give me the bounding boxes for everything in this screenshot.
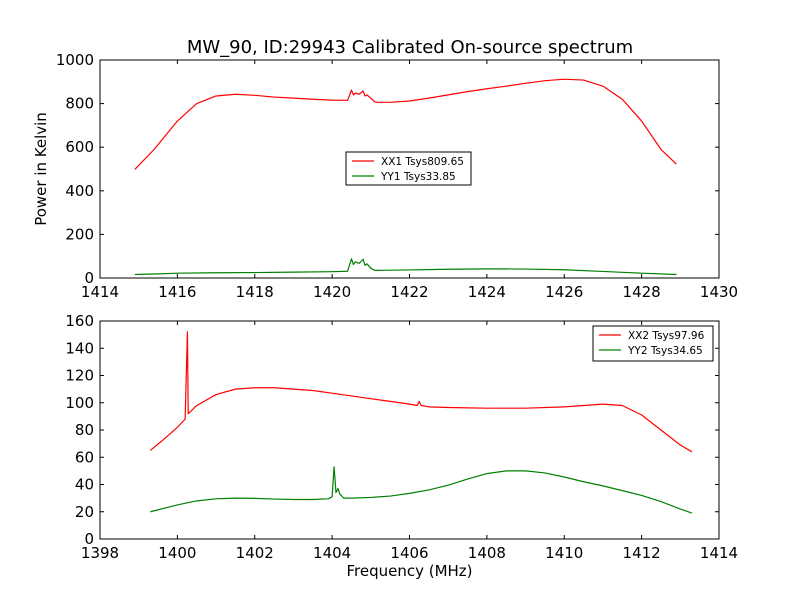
x-tick-label: 1398 — [81, 544, 119, 562]
x-tick-label: 1420 — [313, 283, 351, 301]
x-tick-label: 1400 — [158, 544, 196, 562]
legend-label-2: YY1 Tsys33.85 — [380, 171, 456, 183]
x-tick-label: 1414 — [700, 544, 738, 562]
legend-label-1: XX2 Tsys97.96 — [628, 330, 705, 342]
y-tick-label: 600 — [65, 138, 94, 156]
legend-label-2: YY2 Tsys34.65 — [627, 345, 703, 357]
y-tick-label: 80 — [75, 421, 94, 439]
y-tick-label: 400 — [65, 182, 94, 200]
x-tick-label: 1410 — [545, 544, 583, 562]
x-tick-label: 1414 — [81, 283, 119, 301]
series-line-2 — [150, 466, 693, 514]
series-line-1 — [149, 331, 693, 453]
legend-label-1: XX1 Tsys809.65 — [381, 156, 464, 168]
y-tick-label: 160 — [65, 312, 94, 330]
x-tick-label: 1416 — [158, 283, 196, 301]
y-tick-label: 200 — [65, 225, 94, 243]
x-tick-label: 1426 — [545, 283, 583, 301]
y-tick-label: 120 — [65, 367, 94, 385]
legend-box — [592, 325, 714, 362]
x-tick-label: 1418 — [236, 283, 274, 301]
y-tick-label: 60 — [75, 448, 94, 466]
x-tick-label: 1412 — [623, 544, 661, 562]
y-tick-label: 20 — [75, 503, 94, 521]
y-tick-label: 800 — [65, 95, 94, 113]
top-spectrum-plot: 1414 1416 1418 1420 1422 1424 1426 1428 1430 0 200… — [32, 51, 738, 301]
x-tick-label: 1406 — [390, 544, 428, 562]
y-tick-label: 0 — [84, 530, 94, 548]
y-tick-label: 0 — [84, 269, 94, 287]
series-line-1 — [134, 78, 677, 170]
series-line-2 — [134, 258, 677, 276]
y-tick-label: 1000 — [56, 51, 94, 69]
x-tick-label: 1402 — [236, 544, 274, 562]
x-tick-label: 1424 — [468, 283, 506, 301]
y-tick-label: 100 — [65, 394, 94, 412]
x-tick-label: 1408 — [468, 544, 506, 562]
x-tick-label: 1422 — [390, 283, 428, 301]
bottom-spectrum-plot: 1398 1400 1402 1404 1406 1408 1410 1412 1414 0 20 4… — [65, 312, 738, 580]
x-tick-label: 1430 — [700, 283, 738, 301]
y-tick-label: 40 — [75, 476, 94, 494]
legend-box — [345, 151, 472, 186]
x-tick-label: 1404 — [313, 544, 351, 562]
x-tick-label: 1428 — [623, 283, 661, 301]
figure-title: MW_90, ID:29943 Calibrated On-source spe… — [187, 37, 633, 58]
x-axis-label: Frequency (MHz) — [346, 562, 472, 580]
y-tick-label: 140 — [65, 339, 94, 357]
y-axis-label: Power in Kelvin — [32, 112, 50, 226]
